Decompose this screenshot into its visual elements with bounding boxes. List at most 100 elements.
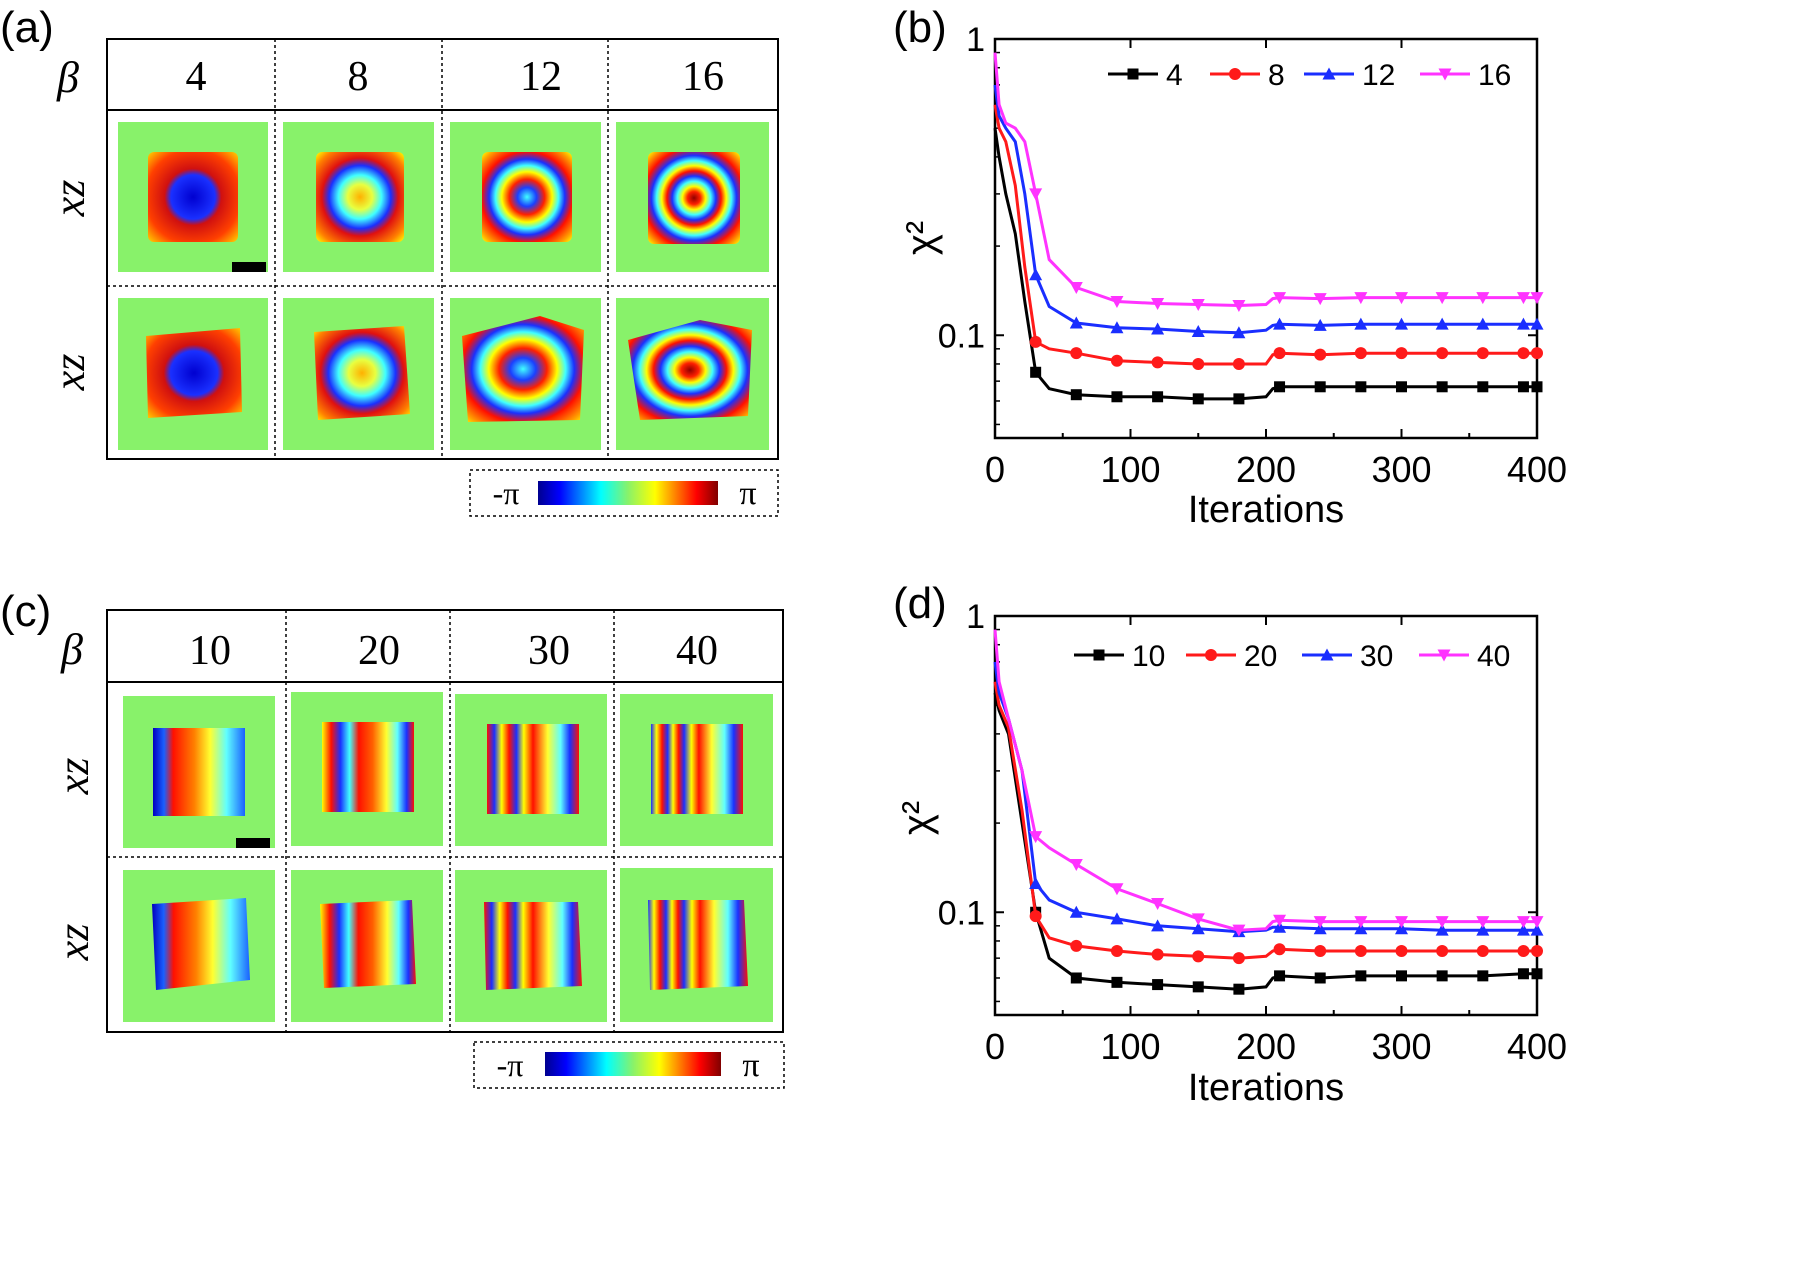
legend-label: 10 [1132, 640, 1165, 673]
panel-a-label: (a) [0, 3, 54, 52]
data-point [1355, 970, 1367, 982]
panel-a-row-label: xz [45, 354, 94, 392]
data-point [1274, 970, 1286, 982]
data-point [1110, 912, 1124, 925]
panel-c-phase-map [123, 696, 275, 848]
panel-label: (b) [893, 3, 947, 52]
data-point [1313, 922, 1327, 935]
chart-d: (d) 0 100 200 300 400 0.1 1 Iterations χ² 10 20 30 40 [893, 579, 1567, 1109]
data-point [1314, 945, 1327, 958]
panel-a-reconstruction [616, 298, 769, 450]
legend-marker [1229, 68, 1241, 80]
data-point [1070, 347, 1083, 360]
legend-marker [1437, 649, 1451, 662]
x-tick-label: 300 [1371, 1026, 1431, 1067]
data-point [1274, 381, 1286, 393]
panel-a-col-label: 16 [682, 54, 724, 100]
x-tick-label: 0 [985, 1026, 1005, 1067]
data-point [1516, 292, 1530, 305]
data-point [1029, 910, 1042, 923]
data-point [1069, 905, 1083, 918]
data-point [1152, 391, 1164, 403]
legend-label: 8 [1268, 59, 1285, 92]
x-axis-label: Iterations [1188, 1067, 1344, 1109]
panel-a-reconstruction [118, 298, 268, 450]
data-point [1151, 322, 1165, 335]
series-line-12 [993, 84, 1537, 335]
x-axis-label: Iterations [1188, 489, 1344, 531]
data-point [1516, 923, 1530, 936]
panel-a-phase-map [283, 122, 434, 272]
data-point [1435, 923, 1449, 936]
data-point [1232, 300, 1246, 313]
data-point [1069, 858, 1083, 871]
data-point [1354, 922, 1368, 935]
data-point [1110, 354, 1123, 367]
data-point [1477, 381, 1489, 393]
data-point [1070, 939, 1083, 952]
data-point [1070, 972, 1082, 984]
panel-a-colorbar: -π π [469, 469, 779, 517]
data-point [1516, 916, 1530, 929]
series-line-4 [993, 127, 1537, 401]
panel-c-col-label: 30 [528, 628, 570, 674]
data-point [1354, 916, 1368, 929]
data-point [1476, 347, 1489, 360]
data-point [1273, 317, 1287, 330]
x-tick-label: 0 [985, 449, 1005, 490]
legend-label: 4 [1166, 59, 1183, 92]
panel-a-col-label: 12 [520, 54, 562, 100]
panel-c-reconstruction [291, 870, 443, 1022]
data-point [1477, 970, 1489, 982]
data-point [1314, 972, 1326, 984]
data-point [1233, 393, 1245, 405]
data-point [1273, 347, 1286, 360]
panel-c-col-label: 40 [676, 628, 718, 674]
data-point [1192, 357, 1205, 370]
data-point [1395, 916, 1408, 929]
data-point [1395, 292, 1408, 305]
legend-marker [1322, 67, 1336, 80]
data-point [1354, 347, 1367, 360]
x-tick-label: 100 [1100, 449, 1160, 490]
y-axis-label: χ² [895, 801, 939, 835]
legend-marker [1205, 649, 1217, 661]
legend-marker [1320, 648, 1334, 661]
panel-a-reconstruction [283, 298, 434, 450]
data-point [1069, 316, 1083, 329]
data-point [1273, 914, 1287, 927]
data-point [1436, 945, 1449, 958]
panel-a-row-label: xz [45, 180, 94, 218]
data-point [1517, 945, 1530, 958]
data-point [1436, 970, 1448, 982]
panel-c-label: (c) [0, 587, 51, 636]
y-tick-label: 1 [966, 21, 985, 59]
x-tick-label: 400 [1507, 449, 1567, 490]
colorbar-min-label: -π [493, 475, 520, 511]
data-point [1029, 877, 1043, 890]
data-point [1152, 979, 1164, 991]
data-point [1476, 317, 1490, 330]
panel-a-reconstruction [450, 298, 601, 450]
scale-bar [232, 262, 266, 272]
data-point [1517, 347, 1530, 360]
data-point [1232, 952, 1245, 965]
panel-c-colorbar: -π π [473, 1041, 785, 1089]
data-point [1516, 317, 1530, 330]
legend-label: 12 [1362, 59, 1395, 92]
legend-marker [1127, 68, 1139, 80]
data-point [1191, 324, 1205, 337]
scale-bar [236, 838, 270, 848]
data-point [1232, 924, 1246, 937]
y-tick-label: 1 [966, 598, 985, 636]
data-point [1151, 919, 1165, 932]
data-point [1395, 945, 1408, 958]
panel-a-beta-label: β [56, 53, 79, 102]
plot-frame [993, 37, 1539, 440]
data-point [1436, 381, 1448, 393]
panel-a-phase-map [450, 122, 601, 272]
data-point [1530, 916, 1544, 929]
x-tick-label: 100 [1100, 1026, 1160, 1067]
data-point [1313, 318, 1327, 331]
